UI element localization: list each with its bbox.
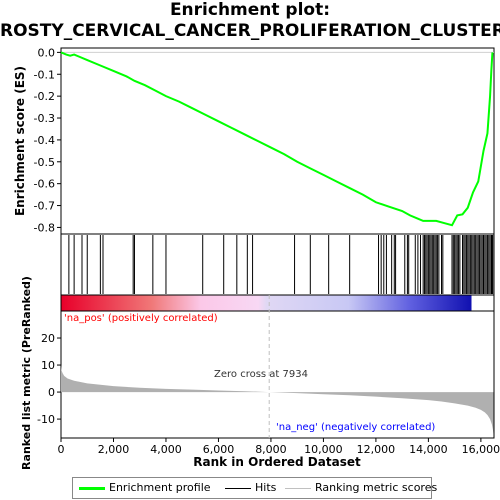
es-panel: 0.0 -0.1 -0.2 -0.3 -0.4 -0.5 -0.6 -0.7 -0.8 [34, 46, 495, 235]
chart-title-line1: Enrichment plot: [169, 0, 331, 20]
legend-hits-label: Hits [255, 481, 277, 494]
metric-y-tick-label: 0 [48, 386, 55, 399]
metric-y-ticks: 20 10 0 -10 [37, 332, 61, 426]
legend-enrichment-label: Enrichment profile [109, 481, 211, 494]
x-tick-label: 8,000 [255, 443, 287, 456]
es-y-tick-label: -0.8 [34, 221, 55, 234]
metric-y-tick-label: -10 [37, 413, 55, 426]
es-y-tick-label: -0.6 [34, 178, 55, 191]
neg-correlated-label: 'na_neg' (negatively correlated) [276, 422, 435, 433]
hits-panel-frame [60, 233, 495, 296]
es-y-tick-label: -0.3 [34, 112, 55, 125]
metric-y-axis-label: Ranked list metric (PreRanked) [20, 276, 33, 470]
hits-panel [60, 233, 495, 296]
metric-y-tick-label: 10 [41, 359, 55, 372]
es-y-ticks: 0.0 -0.1 -0.2 -0.3 -0.4 -0.5 -0.6 -0.7 -0.8 [34, 46, 61, 234]
legend-hits-swatch [225, 488, 251, 489]
legend: Enrichment profile Hits Ranking metric s… [72, 477, 437, 499]
es-y-tick-label: -0.7 [34, 200, 55, 213]
es-y-axis-label: Enrichment score (ES) [13, 66, 27, 216]
es-y-tick-label: -0.1 [34, 68, 55, 81]
metric-panel-frame [60, 310, 495, 439]
x-tick-label: 14,000 [409, 443, 448, 456]
es-y-tick-label: -0.2 [34, 90, 55, 103]
x-axis-label: Rank in Ordered Dataset [193, 455, 361, 469]
legend-metric-swatch [285, 488, 311, 489]
hits-group [68, 235, 494, 294]
x-tick-label: 0 [58, 443, 65, 456]
es-y-tick-label: 0.0 [38, 46, 56, 59]
metric-panel: 20 10 0 -10 0 2,000 4,000 6,000 8,000 10,000 12,0… [37, 295, 500, 456]
x-tick-label: 2,000 [98, 443, 130, 456]
x-tick-label: 10,000 [304, 443, 343, 456]
es-y-tick-label: -0.5 [34, 156, 55, 169]
zero-cross-label: Zero cross at 7934 [214, 369, 308, 380]
chart-title: Enrichment plot: ROSTY_CERVICAL_CANCER_P… [0, 0, 500, 42]
legend-metric-label: Ranking metric scores [315, 481, 438, 494]
metric-x-ticks: 0 2,000 4,000 6,000 8,000 10,000 12,000 14,000 1… [58, 438, 500, 456]
x-tick-label: 4,000 [150, 443, 182, 456]
legend-enrichment-swatch [79, 487, 105, 490]
pos-correlated-label: 'na_pos' (positively correlated) [64, 313, 218, 324]
rank-color-bar [61, 295, 472, 311]
chart-title-line2: ROSTY_CERVICAL_CANCER_PROLIFERATION_CLUS… [0, 21, 500, 41]
enrichment-profile-line [60, 51, 494, 227]
es-y-tick-label: -0.4 [34, 134, 55, 147]
x-tick-label: 12,000 [357, 443, 396, 456]
x-tick-label: 6,000 [203, 443, 235, 456]
metric-y-tick-label: 20 [41, 332, 55, 345]
x-tick-label: 16,000 [462, 443, 500, 456]
